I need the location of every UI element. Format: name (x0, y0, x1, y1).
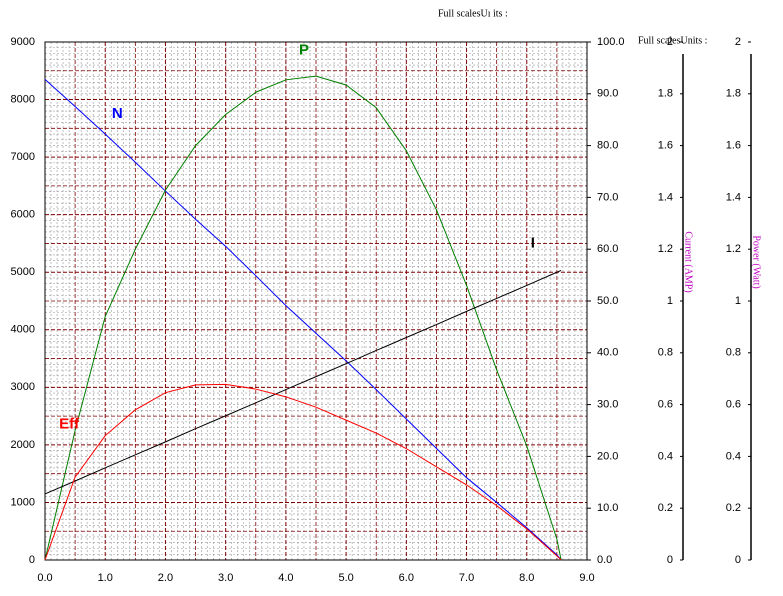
y2-tick-label: 30.0 (597, 399, 618, 411)
y3-tick-label: 2 (667, 36, 673, 48)
y3-tick-label: 1.2 (658, 243, 673, 255)
y4-tick-label: 0.6 (726, 399, 741, 411)
x-tick-label: 0.0 (37, 572, 52, 584)
y2-tick-label: 80.0 (597, 140, 618, 152)
y3-tick-label: 1.6 (658, 140, 673, 152)
x-tick-label: 5.0 (338, 572, 353, 584)
x-tick-label: 1.0 (98, 572, 113, 584)
y3-tick-label: 1.8 (658, 88, 673, 100)
y2-tick-label: 40.0 (597, 347, 618, 359)
y4-tick-label: 2 (735, 36, 741, 48)
series-line (44, 75, 562, 561)
y4-tick-label: 1 (735, 295, 741, 307)
x-tick-label: 8.0 (519, 572, 534, 584)
series-label: N (112, 105, 123, 122)
y-tick-label: 0 (29, 554, 35, 566)
y3-tick-label: 0.2 (658, 502, 673, 514)
y3-tick-label: 0.6 (658, 399, 673, 411)
header: Full scalesUı its : (438, 8, 508, 19)
y2-tick-label: 50.0 (597, 295, 618, 307)
y-tick-label: 2000 (11, 439, 35, 451)
y2-tick-label: 100.0 (597, 36, 625, 48)
y4-tick-label: 1.4 (726, 191, 741, 203)
y2-tick-label: 10.0 (597, 502, 618, 514)
y4-tick-label: 0.4 (726, 450, 741, 462)
y4-tick-label: 0.2 (726, 502, 741, 514)
series-label: Eff (59, 416, 80, 433)
x-tick-label: 3.0 (218, 572, 233, 584)
plot-frame (44, 41, 588, 561)
y4-tick-label: 1.6 (726, 140, 741, 152)
y4-tick-label: 1.2 (726, 243, 741, 255)
current-axis-title: Current (AMP) (683, 231, 694, 292)
series-line (44, 269, 562, 495)
y4-tick-label: 0.8 (726, 347, 741, 359)
y2-tick-label: 70.0 (597, 191, 618, 203)
y3-tick-label: 1 (667, 295, 673, 307)
series-label: I (531, 234, 535, 251)
y-tick-label: 8000 (11, 93, 35, 105)
y-tick-label: 9000 (11, 36, 35, 48)
y2-tick-label: 60.0 (597, 243, 618, 255)
y-tick-label: 3000 (11, 381, 35, 393)
series-label: P (299, 42, 309, 59)
y2-tick-label: 20.0 (597, 450, 618, 462)
y3-tick-label: 0.4 (658, 450, 673, 462)
y-tick-label: 6000 (11, 209, 35, 221)
y3-tick-label: 0 (667, 554, 673, 566)
y4-tick-label: 1.8 (726, 88, 741, 100)
y3-tick-label: 1.4 (658, 191, 673, 203)
x-tick-label: 7.0 (459, 572, 474, 584)
series-line (44, 383, 562, 561)
header-units: Full scalesUnits : (638, 35, 707, 46)
y-tick-label: 1000 (11, 496, 35, 508)
y4-tick-label: 0 (735, 554, 741, 566)
y-tick-label: 4000 (11, 324, 35, 336)
x-tick-label: 4.0 (278, 572, 293, 584)
y-tick-label: 7000 (11, 151, 35, 163)
series-line (44, 79, 562, 561)
power-axis-title: Power (Watt) (751, 235, 762, 288)
y-tick-label: 5000 (11, 266, 35, 278)
y3-tick-label: 0.8 (658, 347, 673, 359)
x-tick-label: 9.0 (579, 572, 594, 584)
y2-tick-label: 0.0 (597, 554, 612, 566)
x-tick-label: 6.0 (399, 572, 414, 584)
y2-tick-label: 90.0 (597, 88, 618, 100)
x-tick-label: 2.0 (158, 572, 173, 584)
